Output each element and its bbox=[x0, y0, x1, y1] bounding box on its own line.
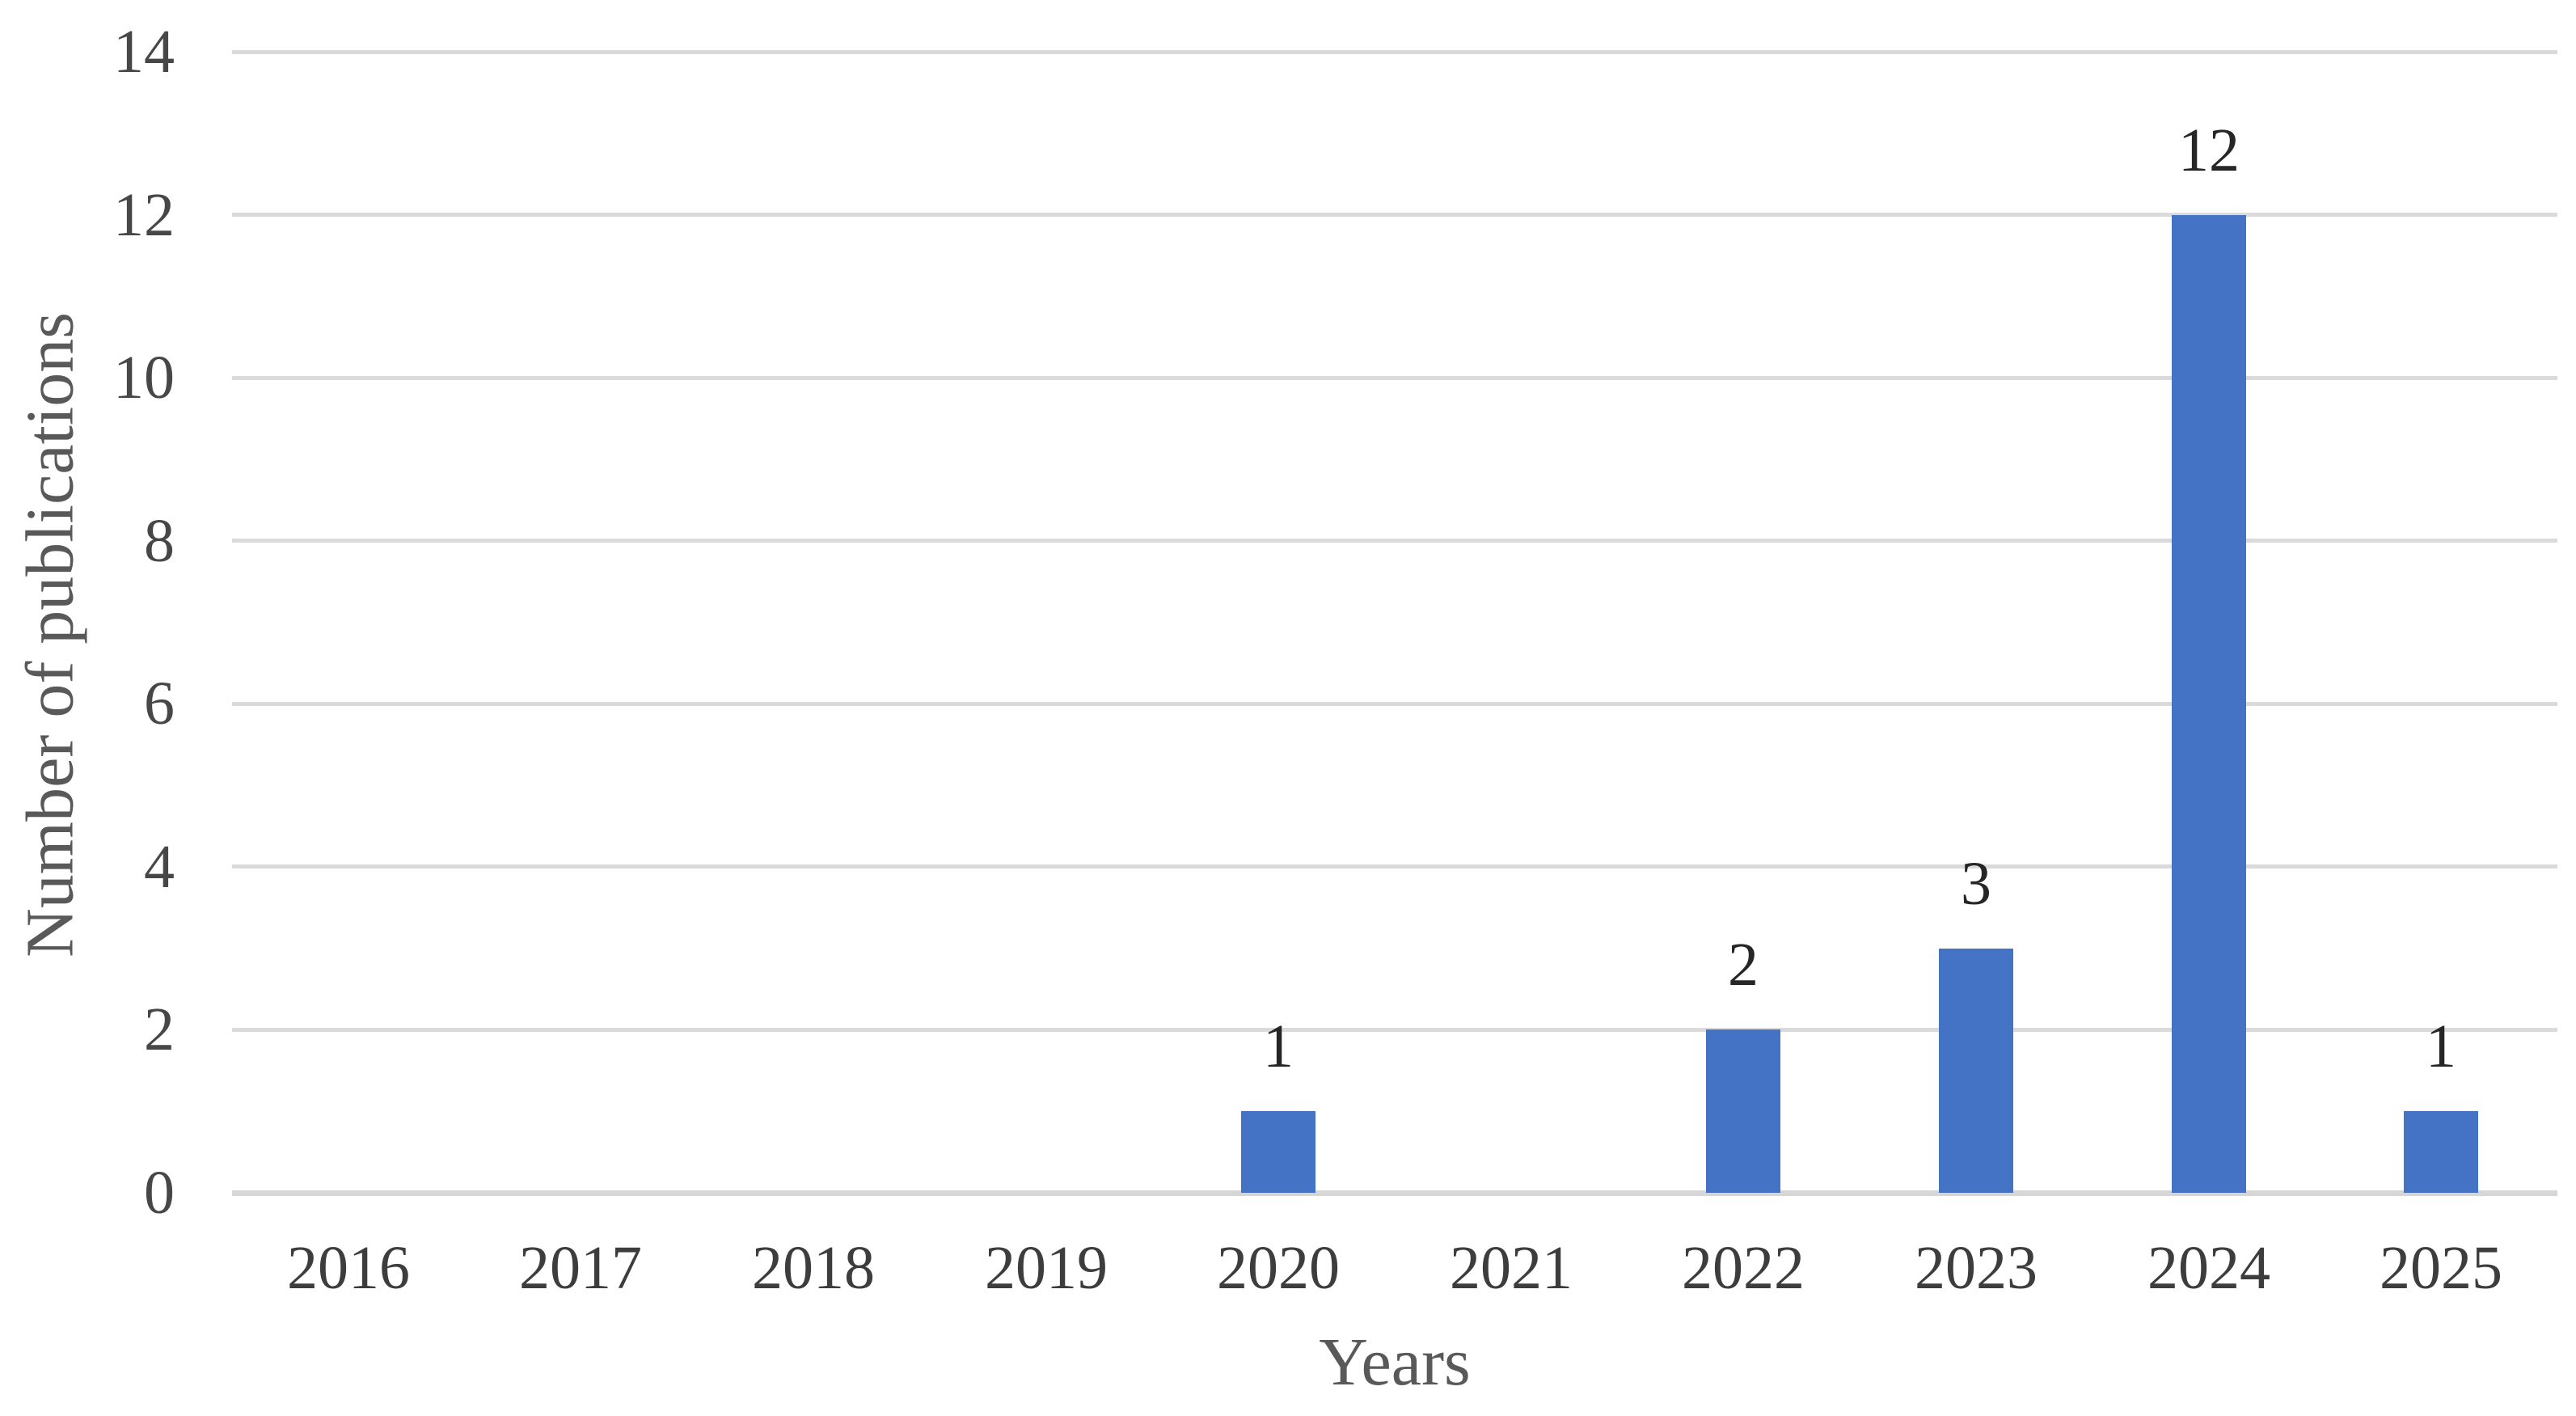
y-tick-label-8: 8 bbox=[144, 507, 175, 575]
x-tick-label-2025: 2025 bbox=[2380, 1234, 2502, 1302]
bar-2025 bbox=[2404, 1111, 2478, 1193]
bar-value-label-2025: 1 bbox=[2426, 1012, 2456, 1080]
x-tick-label-2019: 2019 bbox=[985, 1234, 1108, 1302]
y-tick-label-2: 2 bbox=[144, 995, 175, 1063]
y-tick-label-14: 14 bbox=[113, 18, 175, 86]
bar-2022 bbox=[1706, 1029, 1780, 1193]
bar-2020 bbox=[1241, 1111, 1315, 1193]
x-tick-label-2021: 2021 bbox=[1450, 1234, 1573, 1302]
x-tick-label-2023: 2023 bbox=[1915, 1234, 2038, 1302]
gridline bbox=[232, 50, 2557, 54]
y-tick-label-6: 6 bbox=[144, 670, 175, 738]
y-tick-label-12: 12 bbox=[113, 181, 175, 249]
y-tick-label-0: 0 bbox=[144, 1159, 175, 1227]
x-tick-label-2022: 2022 bbox=[1682, 1234, 1805, 1302]
x-tick-label-2018: 2018 bbox=[752, 1234, 875, 1302]
x-tick-label-2024: 2024 bbox=[2147, 1234, 2270, 1302]
y-tick-label-4: 4 bbox=[144, 833, 175, 901]
x-axis-title: Years bbox=[1319, 1325, 1471, 1400]
bar-2024 bbox=[2172, 215, 2246, 1193]
x-tick-label-2017: 2017 bbox=[519, 1234, 642, 1302]
bar-value-label-2020: 1 bbox=[1263, 1012, 1294, 1080]
bar-value-label-2022: 2 bbox=[1728, 931, 1759, 999]
bar-value-label-2023: 3 bbox=[1961, 850, 1991, 918]
y-tick-label-10: 10 bbox=[113, 344, 175, 412]
x-tick-label-2020: 2020 bbox=[1217, 1234, 1340, 1302]
bar-2023 bbox=[1939, 949, 2013, 1193]
bar-value-label-2024: 12 bbox=[2178, 116, 2240, 184]
x-tick-label-2016: 2016 bbox=[287, 1234, 410, 1302]
